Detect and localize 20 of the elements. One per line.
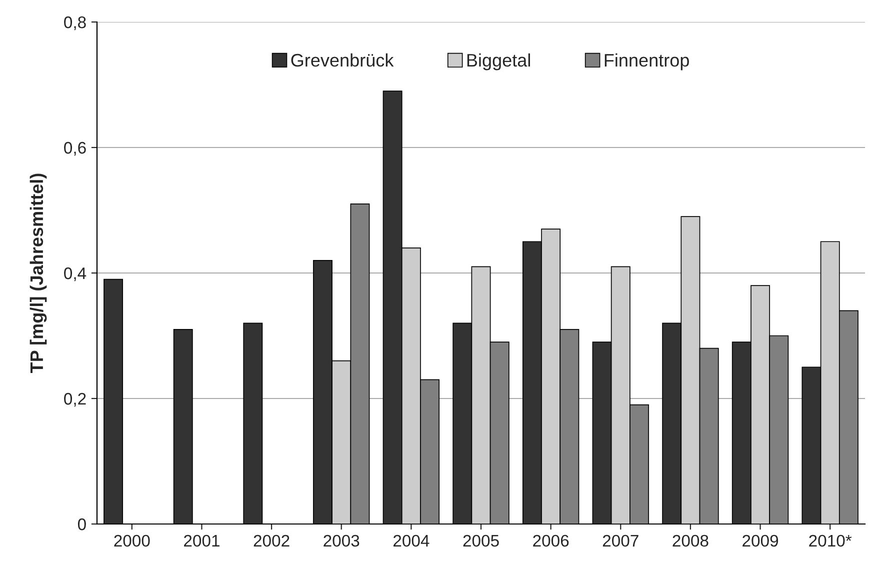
y-tick-label: 0	[78, 518, 86, 530]
y-tick-label: 0,4	[64, 267, 86, 282]
y-tick-label: 0,6	[64, 142, 86, 156]
x-tick-label: 2009	[742, 534, 778, 547]
legend-label: Grevenbrück	[291, 53, 394, 67]
x-tick-label: 2010*	[809, 534, 852, 547]
y-axis-title: TP [mg/l] (Jahresmittel)	[30, 174, 47, 373]
x-tick-label: 2003	[324, 534, 360, 547]
legend-label: Biggetal	[467, 53, 530, 70]
x-tick-label: 2007	[602, 534, 638, 547]
x-tick-label: 2001	[184, 534, 220, 547]
x-tick-label: 2005	[463, 534, 499, 547]
y-tick-label: 0,8	[64, 16, 86, 30]
x-tick-label: 2008	[672, 534, 708, 547]
legend-label: Finnentrop	[604, 53, 689, 70]
x-tick-label: 2006	[533, 534, 569, 547]
x-tick-label: 2002	[254, 534, 290, 547]
x-tick-label: 2004	[393, 534, 430, 547]
x-tick-label: 2000	[114, 534, 150, 547]
y-tick-label: 0,2	[64, 392, 86, 407]
